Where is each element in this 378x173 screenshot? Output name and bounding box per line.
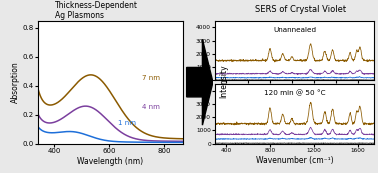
Text: 7 nm: 7 nm <box>143 75 160 81</box>
X-axis label: Wavenumber (cm⁻¹): Wavenumber (cm⁻¹) <box>256 156 333 165</box>
Text: Thickness-Dependent
Ag Plasmons: Thickness-Dependent Ag Plasmons <box>55 1 138 20</box>
X-axis label: Wavelength (nm): Wavelength (nm) <box>77 157 144 166</box>
Text: 4 nm: 4 nm <box>143 104 160 110</box>
Text: SERS of Crystal Violet: SERS of Crystal Violet <box>255 5 346 14</box>
Text: Unannealed: Unannealed <box>273 27 316 33</box>
Y-axis label: Absorption: Absorption <box>11 61 20 103</box>
Text: 1 nm: 1 nm <box>118 120 136 126</box>
Text: 120 min @ 50 °C: 120 min @ 50 °C <box>264 90 325 96</box>
Text: Intensity: Intensity <box>220 65 229 98</box>
Polygon shape <box>187 39 213 125</box>
